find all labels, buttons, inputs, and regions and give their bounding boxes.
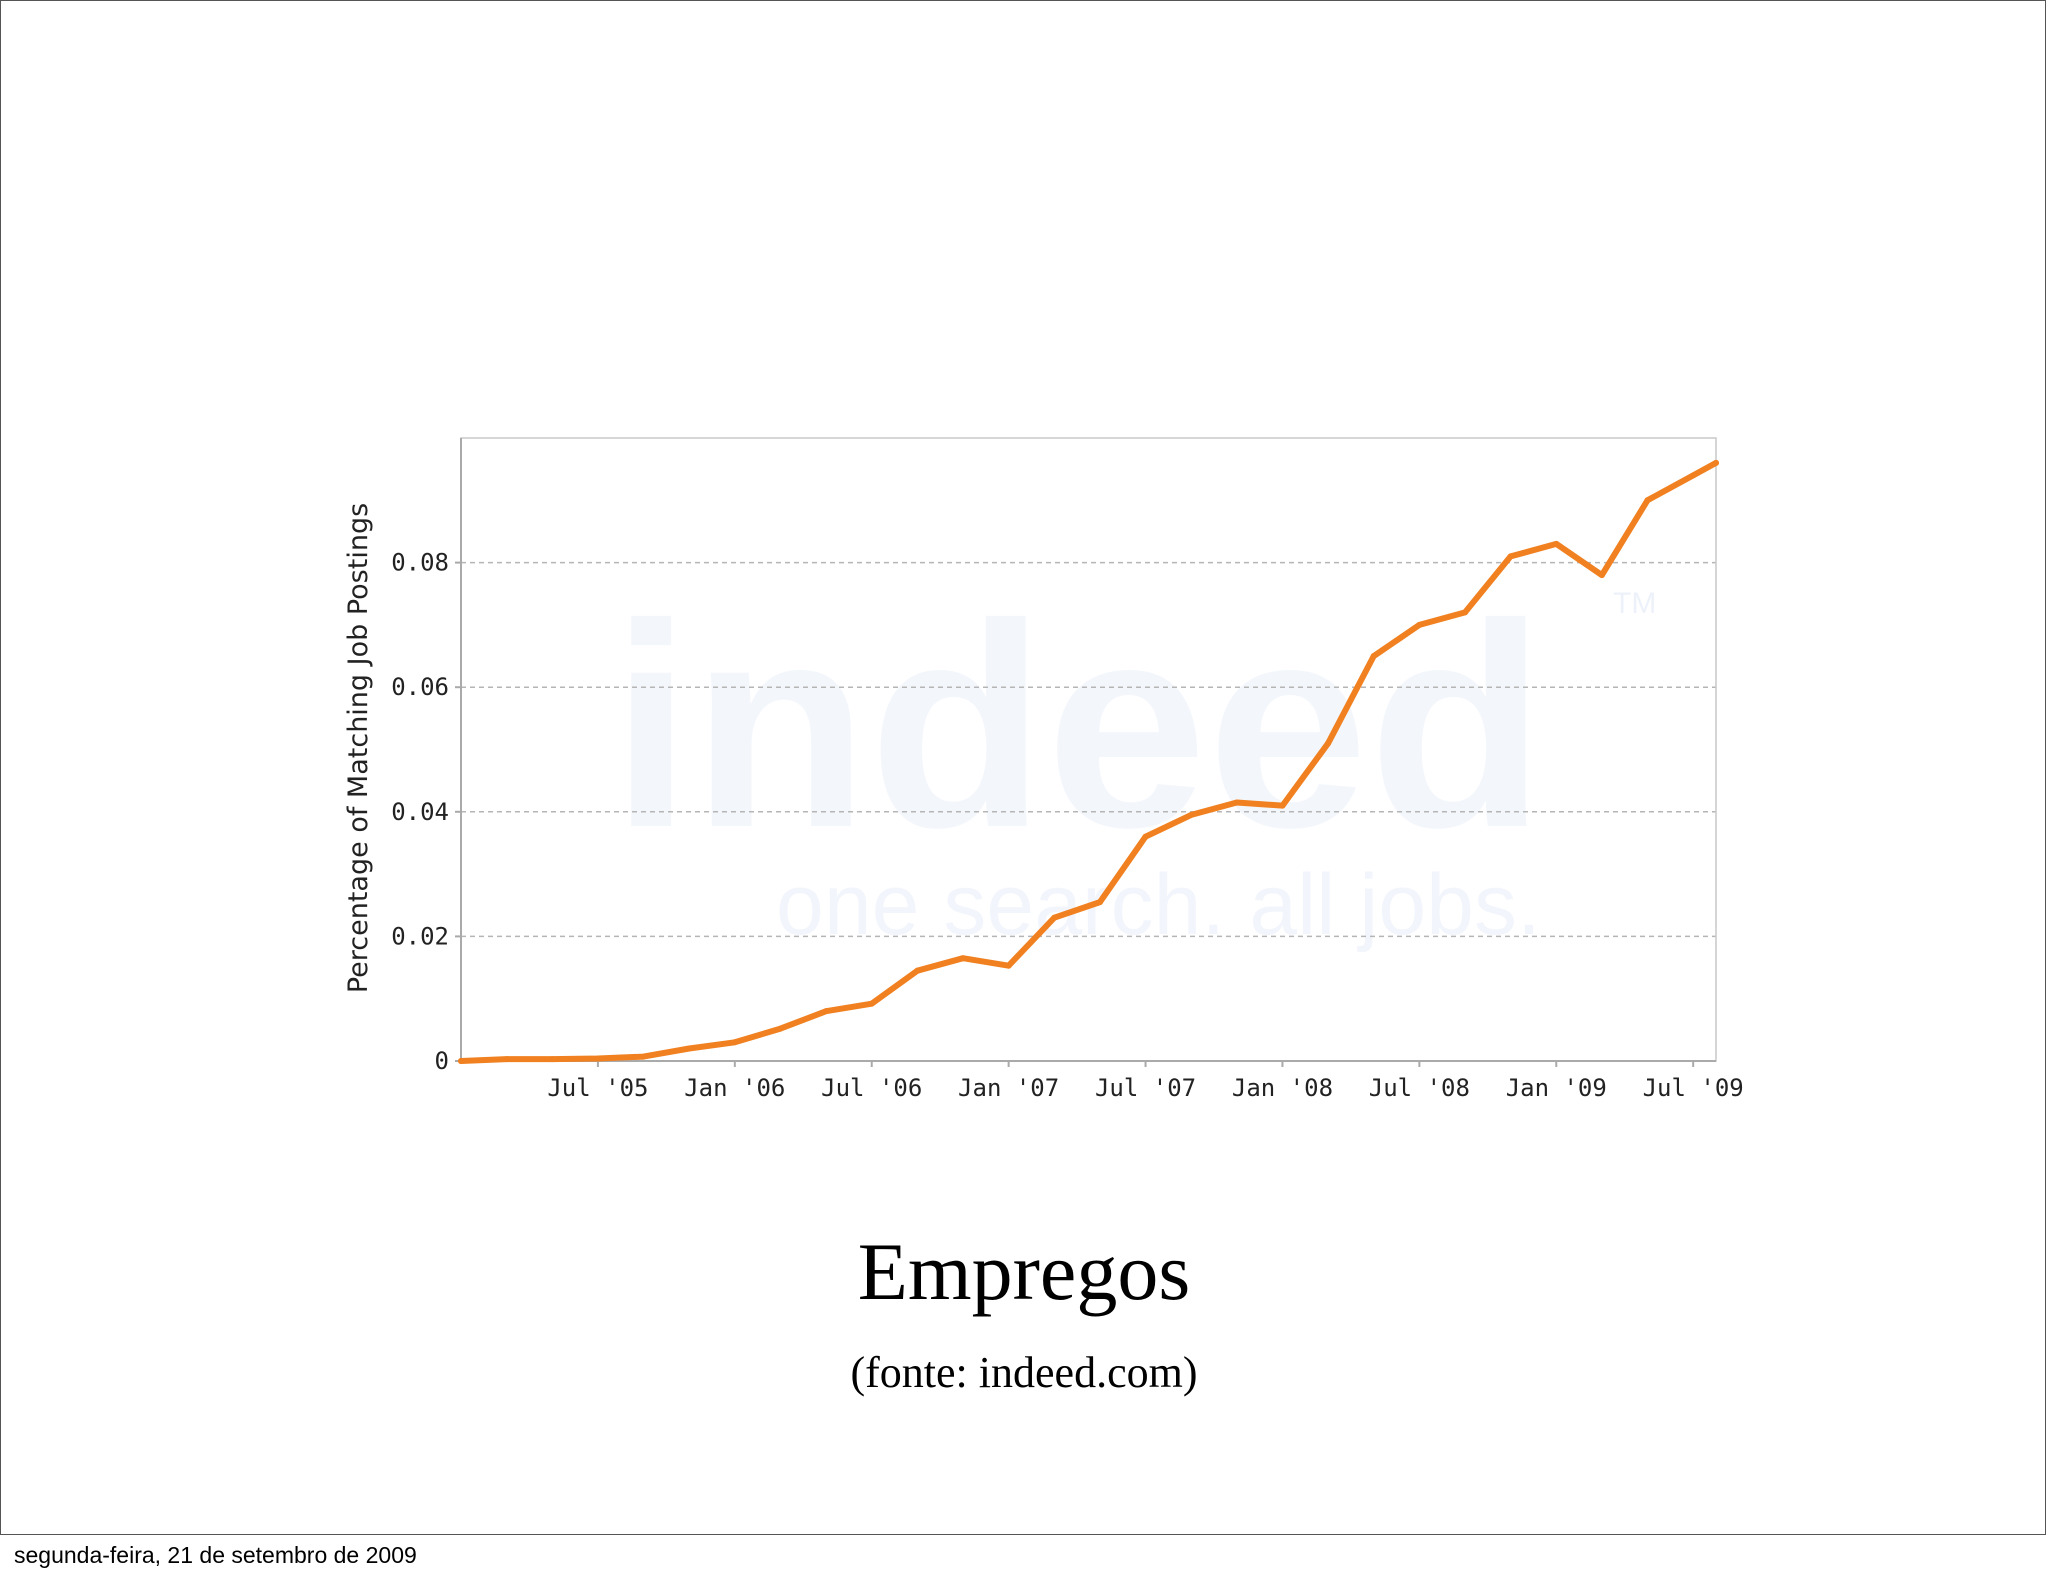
slide: indeed one search. all jobs. TM 0 0.02 0.0… — [0, 0, 2046, 1535]
data-point — [1279, 802, 1286, 809]
data-point — [1325, 740, 1332, 747]
data-point — [823, 1008, 830, 1015]
data-point — [868, 1000, 875, 1007]
x-tick-label: Jan '08 — [1232, 1074, 1333, 1102]
x-tick-label: Jul '06 — [821, 1074, 922, 1102]
chart-watermark: indeed one search. all jobs. TM — [611, 564, 1656, 953]
line-chart: indeed one search. all jobs. TM 0 0.02 0.0… — [343, 437, 1744, 1102]
y-tick-label: 0.04 — [391, 798, 449, 826]
data-point — [1233, 799, 1240, 806]
data-point — [686, 1045, 693, 1052]
data-point — [1005, 962, 1012, 969]
data-point — [777, 1025, 784, 1032]
y-tick-label: 0 — [435, 1047, 449, 1075]
data-point — [1598, 572, 1605, 579]
y-tick-label: 0.02 — [391, 922, 449, 950]
data-point — [1553, 540, 1560, 547]
series — [458, 459, 1719, 1064]
data-point — [640, 1053, 647, 1060]
footer-date: segunda-feira, 21 de setembro de 2009 — [14, 1542, 417, 1568]
data-point — [503, 1056, 510, 1063]
data-point — [1142, 833, 1149, 840]
data-point — [594, 1055, 601, 1062]
data-point — [549, 1056, 556, 1063]
y-tick-labels: 0 0.02 0.04 0.06 0.08 — [391, 549, 449, 1075]
x-tick-label: Jan '07 — [958, 1074, 1059, 1102]
data-point — [1051, 914, 1058, 921]
data-point — [960, 955, 966, 962]
y-axis-label: Percentage of Matching Job Postings — [343, 503, 374, 993]
data-point — [1188, 811, 1195, 818]
y-tick-label: 0.06 — [391, 673, 449, 701]
data-point — [1462, 609, 1468, 616]
x-tick-label: Jan '06 — [684, 1074, 785, 1102]
data-point — [1644, 497, 1651, 504]
slide-source: (fonte: indeed.com) — [850, 1348, 1198, 1397]
x-tick-labels: Jul '05 Jan '06 Jul '06 Jan '07 Jul '07 Jan '… — [547, 1074, 1743, 1102]
watermark-tm: TM — [1613, 587, 1656, 620]
x-tick-label: Jan '09 — [1506, 1074, 1607, 1102]
data-point — [731, 1039, 738, 1046]
x-tick-label: Jul '05 — [547, 1074, 648, 1102]
data-point — [458, 1058, 464, 1064]
watermark-brand: indeed — [611, 564, 1546, 888]
axes — [455, 437, 1717, 1067]
data-point — [1096, 899, 1103, 906]
x-tick-label: Jul '08 — [1369, 1074, 1470, 1102]
watermark-tagline: one search. all jobs. — [776, 857, 1541, 953]
data-point — [1507, 553, 1514, 560]
slide-title: Empregos — [857, 1226, 1191, 1317]
x-tick-label: Jul '07 — [1095, 1074, 1196, 1102]
data-point — [1713, 459, 1719, 466]
y-tick-label: 0.08 — [391, 549, 449, 577]
data-point — [1370, 653, 1377, 660]
data-point — [1690, 472, 1697, 479]
data-point — [1416, 621, 1423, 628]
data-point — [914, 967, 921, 974]
x-tick-label: Jul '09 — [1643, 1074, 1744, 1102]
